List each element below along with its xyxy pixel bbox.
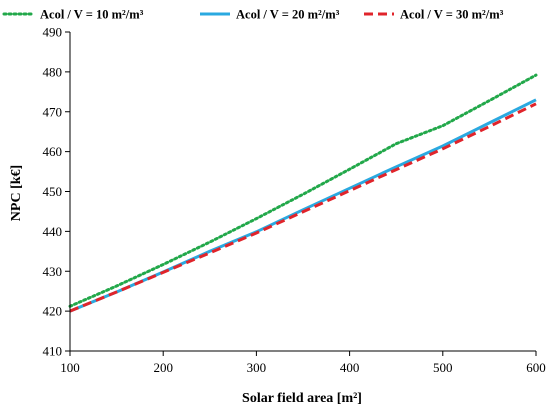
y-tick-label: 440 (43, 224, 63, 239)
series-line-1 (68, 73, 538, 308)
y-tick-label: 410 (43, 344, 63, 359)
x-tick-label: 500 (433, 360, 453, 375)
legend-label-1: Acol / V = 10 m²/m³ (40, 8, 144, 22)
x-tick-label: 300 (247, 360, 267, 375)
x-tick-label: 200 (153, 360, 173, 375)
y-tick-label: 420 (43, 304, 63, 319)
y-tick-label: 480 (43, 64, 63, 79)
x-tick-label: 100 (60, 360, 80, 375)
series-line-3 (69, 102, 537, 313)
y-tick-label: 450 (43, 184, 63, 199)
y-axis-title: NPC [k€] (9, 165, 24, 221)
legend: Acol / V = 10 m²/m³ Acol / V = 20 m²/m³ Ac… (2, 8, 504, 22)
legend-label-3: Acol / V = 30 m²/m³ (400, 8, 504, 22)
series-line-2 (69, 98, 537, 313)
x-tick-label: 400 (340, 360, 360, 375)
y-tick-label: 430 (43, 264, 63, 279)
x-axis-title: Solar field area [m²] (242, 391, 362, 406)
y-tick-label: 490 (43, 25, 63, 40)
x-tick-label: 600 (526, 360, 546, 375)
plot-lines (68, 73, 538, 313)
y-tick-label: 470 (43, 104, 63, 119)
y-tick-label: 460 (43, 144, 63, 159)
ticks: 410 420 430 440 450 460 470 480 490 100 200 300 400 5… (43, 25, 546, 376)
axes (69, 32, 536, 352)
legend-label-2: Acol / V = 20 m²/m³ (236, 8, 340, 22)
